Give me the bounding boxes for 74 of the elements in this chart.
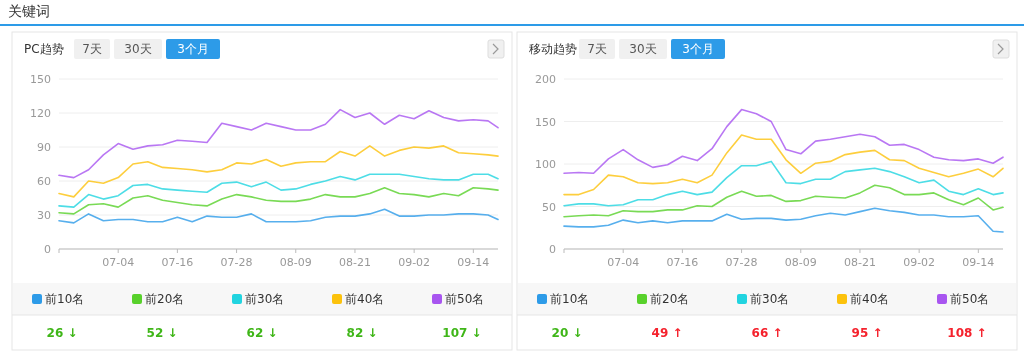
text: 26 ↓ (46, 326, 78, 340)
legend-item: 前20名 (637, 292, 690, 306)
line-series (563, 160, 1004, 207)
line-series (563, 207, 1004, 233)
legend-label: 前50名 (950, 292, 990, 306)
x-tick-label: 07-16 (666, 256, 699, 269)
text: 62 ↓ (246, 326, 278, 340)
y-tick-label: 0 (44, 243, 51, 256)
text: 3个月 (682, 42, 714, 56)
text: 66 ↑ (751, 326, 783, 340)
y-tick-label: 100 (535, 158, 556, 171)
x-tick-label: 09-02 (903, 256, 936, 269)
legend-item: 前50名 (432, 292, 485, 306)
legend-item: 前10名 (32, 292, 85, 306)
y-tick-label: 60 (37, 175, 51, 188)
line-series (58, 145, 499, 198)
legend-item: 前40名 (837, 292, 890, 306)
y-tick-label: 150 (30, 73, 51, 86)
legend-label: 前10名 (45, 292, 85, 306)
x-tick-label: 09-14 (457, 256, 490, 269)
x-tick-label: 07-28 (725, 256, 758, 269)
legend-label: 前50名 (445, 292, 485, 306)
legend-label: 前20名 (650, 292, 690, 306)
legend-label: 前30名 (750, 292, 790, 306)
x-tick-label: 08-21 (338, 256, 371, 269)
y-tick-label: 0 (549, 243, 556, 256)
chart-title: 移动趋势 (529, 42, 577, 56)
y-tick-label: 30 (37, 209, 51, 222)
text: 20 ↓ (551, 326, 583, 340)
text: 3个月 (177, 42, 209, 56)
text: 52 ↓ (146, 326, 178, 340)
x-tick-label: 07-04 (607, 256, 640, 269)
y-tick-label: 200 (535, 73, 556, 86)
text: 82 ↓ (346, 326, 378, 340)
chart-title: PC趋势 (24, 42, 64, 56)
text: 7天 (82, 42, 102, 56)
line-series (563, 134, 1004, 196)
x-tick-label: 08-09 (279, 256, 312, 269)
x-tick-label: 08-09 (784, 256, 817, 269)
text: 107 ↓ (442, 326, 482, 340)
y-tick-label: 150 (535, 115, 556, 129)
line-series (563, 184, 1004, 218)
x-tick-label: 09-02 (398, 256, 431, 269)
line-series (58, 187, 499, 215)
x-tick-label: 07-04 (102, 256, 135, 269)
line-series (563, 108, 1004, 175)
text: 7天 (587, 42, 607, 56)
y-tick-label: 120 (30, 107, 51, 120)
text: 49 ↑ (651, 326, 683, 340)
line-series (58, 208, 499, 224)
text: 108 ↑ (947, 326, 987, 340)
line-series (58, 108, 499, 179)
legend-item: 前30名 (737, 292, 790, 306)
y-tick-label: 90 (37, 141, 51, 154)
legend-item: 前30名 (232, 292, 285, 306)
x-tick-label: 07-16 (161, 256, 194, 269)
text: 30天 (629, 42, 657, 56)
x-tick-label: 07-28 (220, 256, 253, 269)
x-tick-label: 09-14 (962, 256, 995, 269)
legend-label: 前40名 (345, 292, 385, 306)
x-tick-label: 08-21 (843, 256, 876, 269)
text: 关键词 (8, 3, 50, 19)
text: 95 ↑ (851, 326, 883, 340)
text: 30天 (124, 42, 152, 56)
legend-label: 前40名 (850, 292, 890, 306)
y-tick-label: 50 (542, 200, 556, 214)
legend-label: 前30名 (245, 292, 285, 306)
legend-item: 前20名 (132, 292, 185, 306)
legend-item: 前50名 (937, 292, 990, 306)
legend-item: 前10名 (537, 292, 590, 306)
line-series (58, 173, 499, 208)
legend-label: 前10名 (550, 292, 590, 306)
legend-label: 前20名 (145, 292, 185, 306)
legend-item: 前40名 (332, 292, 385, 306)
